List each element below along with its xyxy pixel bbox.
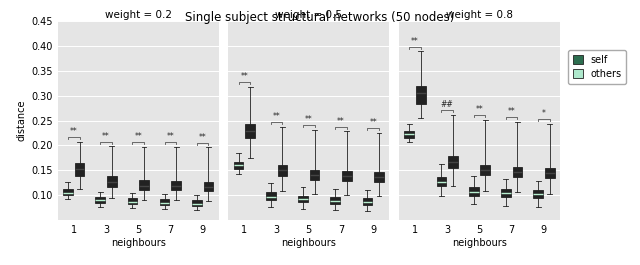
Text: **: ** (411, 37, 419, 46)
PathPatch shape (404, 131, 414, 138)
PathPatch shape (533, 190, 543, 198)
Text: **: ** (70, 127, 77, 136)
X-axis label: neighbours: neighbours (452, 238, 507, 248)
Text: **: ** (166, 132, 174, 142)
PathPatch shape (298, 196, 308, 202)
X-axis label: neighbours: neighbours (282, 238, 336, 248)
Text: Single subject structural networks (50 nodes): Single subject structural networks (50 n… (186, 11, 454, 24)
PathPatch shape (363, 198, 372, 205)
Title: weight = 0.8: weight = 0.8 (446, 10, 513, 20)
PathPatch shape (278, 165, 287, 176)
Text: *: * (542, 109, 546, 118)
PathPatch shape (107, 176, 116, 187)
PathPatch shape (172, 181, 181, 190)
PathPatch shape (127, 198, 137, 204)
PathPatch shape (436, 177, 446, 186)
PathPatch shape (469, 187, 479, 196)
PathPatch shape (95, 197, 105, 202)
Text: **: ** (369, 118, 377, 127)
Text: **: ** (508, 107, 516, 116)
Text: **: ** (273, 112, 280, 121)
Text: **: ** (241, 72, 248, 81)
PathPatch shape (416, 86, 426, 104)
Text: **: ** (102, 132, 110, 141)
Legend: self, others: self, others (568, 50, 627, 83)
PathPatch shape (204, 182, 213, 191)
Text: ##: ## (441, 100, 454, 109)
Text: **: ** (134, 132, 142, 142)
PathPatch shape (192, 200, 202, 206)
PathPatch shape (139, 180, 148, 190)
Text: **: ** (337, 117, 345, 126)
PathPatch shape (63, 189, 73, 195)
PathPatch shape (266, 192, 276, 200)
Text: **: ** (305, 115, 313, 124)
Y-axis label: distance: distance (17, 100, 27, 141)
PathPatch shape (330, 197, 340, 204)
PathPatch shape (234, 162, 243, 169)
Title: weight = 0.5: weight = 0.5 (275, 10, 342, 20)
PathPatch shape (513, 167, 522, 177)
PathPatch shape (245, 124, 255, 138)
PathPatch shape (545, 168, 554, 178)
PathPatch shape (160, 199, 170, 205)
PathPatch shape (75, 163, 84, 176)
PathPatch shape (342, 171, 351, 181)
Text: **: ** (198, 133, 207, 142)
PathPatch shape (481, 165, 490, 175)
X-axis label: neighbours: neighbours (111, 238, 166, 248)
PathPatch shape (310, 170, 319, 180)
PathPatch shape (448, 156, 458, 168)
Title: weight = 0.2: weight = 0.2 (104, 10, 172, 20)
Text: **: ** (476, 105, 483, 114)
PathPatch shape (374, 172, 384, 182)
PathPatch shape (501, 189, 511, 197)
